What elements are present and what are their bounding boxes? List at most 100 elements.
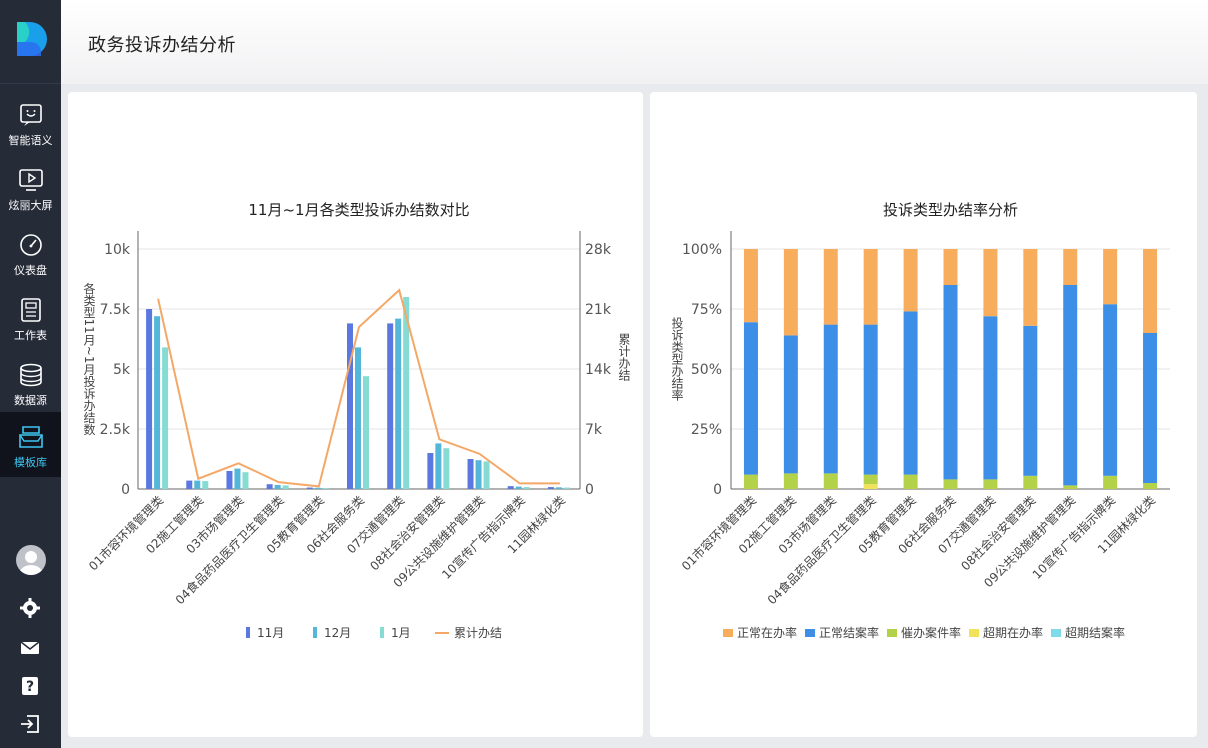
bar-segment-催办案件率 <box>783 473 798 489</box>
sidebar-item-label: 炫丽大屏 <box>8 199 53 212</box>
smile-chat-icon <box>20 104 42 126</box>
bar-12月 <box>435 443 442 489</box>
legend-label: 1月 <box>391 626 411 640</box>
bar-segment-正常结案率 <box>743 322 758 475</box>
legend-swatch <box>723 629 733 637</box>
bar-11月 <box>507 486 514 489</box>
help-icon[interactable]: ? <box>19 675 41 697</box>
bar-segment-催办案件率 <box>903 474 918 489</box>
bar-segment-正常在办率 <box>1103 249 1118 305</box>
bar-12月 <box>395 318 402 489</box>
bar-1月 <box>563 487 570 489</box>
sidebar-item-label: 工作表 <box>14 329 47 342</box>
bar-1月 <box>242 472 249 489</box>
legend-swatch <box>1051 629 1061 637</box>
bar-1月 <box>443 448 450 489</box>
y2-tick-label: 7k <box>585 422 603 438</box>
sidebar-item-label: 数据源 <box>14 394 47 407</box>
bar-11月 <box>347 323 353 489</box>
bar-segment-正常结案率 <box>943 285 958 480</box>
bar-12月 <box>515 486 522 489</box>
logout-icon[interactable] <box>19 713 41 735</box>
page-header: 政务投诉办结分析 <box>61 0 1208 84</box>
bar-segment-正常结案率 <box>823 324 838 474</box>
worksheet-icon <box>21 298 41 322</box>
bar-segment-正常结案率 <box>1143 333 1158 483</box>
bar-segment-催办案件率 <box>1103 475 1118 489</box>
bar-1月 <box>483 461 490 489</box>
y-tick-label: 2.5k <box>100 422 131 438</box>
template-box-icon <box>19 426 43 448</box>
bar-segment-正常结案率 <box>863 324 878 475</box>
y2-tick-label: 0 <box>585 482 594 498</box>
bar-segment-超期在办率 <box>863 484 878 489</box>
y-tick-label: 75% <box>691 302 722 318</box>
bar-11月 <box>467 459 474 489</box>
bar-segment-正常在办率 <box>1023 249 1038 326</box>
bar-1月 <box>523 487 530 489</box>
bar-11月 <box>226 471 233 489</box>
sidebar: 智能语义 炫丽大屏 仪表盘 工作表 <box>0 0 61 748</box>
bar-segment-正常结案率 <box>983 316 998 480</box>
bar-segment-催办案件率 <box>943 479 958 489</box>
app-logo[interactable] <box>0 0 61 84</box>
y-axis-title: 各类型11月~1月投诉办结数 <box>82 281 96 436</box>
page-title: 政务投诉办结分析 <box>88 35 236 56</box>
x-tick-label: 08社会治安管理类 <box>367 493 448 574</box>
bar-segment-正常结案率 <box>903 311 918 475</box>
bar-segment-正常在办率 <box>743 249 758 323</box>
svg-text:?: ? <box>26 679 34 695</box>
bar-11月 <box>266 484 273 489</box>
bar-segment-正常在办率 <box>783 249 798 336</box>
bar-segment-催办案件率 <box>1063 485 1078 489</box>
complaint-count-chart-card: 11月~1月各类型投诉办结数对比 0 0 2.5k 7k 5k 14k 7.5k 21k 10k 2… <box>68 92 643 737</box>
mail-icon[interactable] <box>19 637 41 659</box>
x-tick-label: 08社会治安管理类 <box>958 493 1039 574</box>
bar-12月 <box>194 480 201 489</box>
y2-axis-title: 累计办结 <box>617 333 631 381</box>
chart-title: 11月~1月各类型投诉办结数对比 <box>248 201 469 219</box>
legend-swatch <box>805 629 815 637</box>
y2-tick-label: 14k <box>585 362 612 378</box>
bar-segment-催办案件率 <box>823 473 838 489</box>
bar-segment-正常结案率 <box>783 335 798 474</box>
sidebar-item-semantic[interactable]: 智能语义 <box>0 90 61 155</box>
completion-rate-chart: 投诉类型办结率分析 0 25% 50% 75% 100% 投诉类型办结率 01市容环境管理类 0… <box>670 201 1170 640</box>
y-tick-label: 10k <box>104 242 131 258</box>
sidebar-item-screen[interactable]: 炫丽大屏 <box>0 155 61 220</box>
sidebar-item-label: 智能语义 <box>8 134 53 147</box>
y-tick-label: 0 <box>121 482 130 498</box>
complaint-count-chart: 11月~1月各类型投诉办结数对比 0 0 2.5k 7k 5k 14k 7.5k 21k 10k 2… <box>82 201 631 640</box>
avatar[interactable] <box>16 545 46 575</box>
legend-label: 累计办结 <box>454 625 502 640</box>
legend-label: 超期结案率 <box>1065 625 1125 640</box>
bar-11月 <box>146 309 153 489</box>
legend-swatch <box>887 629 897 637</box>
sidebar-item-dashboard[interactable]: 仪表盘 <box>0 220 61 285</box>
bar-12月 <box>314 487 321 489</box>
bar-1月 <box>282 485 289 489</box>
legend-label: 超期在办率 <box>983 625 1043 640</box>
database-icon <box>20 363 42 387</box>
sidebar-item-label: 仪表盘 <box>14 264 47 277</box>
legend-label: 正常在办率 <box>737 625 797 640</box>
bar-12月 <box>355 347 361 489</box>
sidebar-item-datasource[interactable]: 数据源 <box>0 350 61 415</box>
bar-segment-催办案件率 <box>983 479 998 489</box>
bar-11月 <box>547 487 554 489</box>
legend-label: 12月 <box>324 626 351 640</box>
sidebar-item-templates[interactable]: 模板库 <box>0 412 61 477</box>
chart-title: 投诉类型办结率分析 <box>883 201 1018 219</box>
bar-11月 <box>387 323 394 489</box>
y-tick-label: 25% <box>691 422 722 438</box>
bar-1月 <box>322 488 329 489</box>
bar-segment-正常在办率 <box>1063 249 1078 285</box>
gear-icon[interactable] <box>19 597 41 619</box>
bar-segment-催办案件率 <box>743 474 758 489</box>
sidebar-item-worksheet[interactable]: 工作表 <box>0 285 61 350</box>
bar-11月 <box>306 487 313 489</box>
x-tick-label: 01市容环境管理类 <box>678 493 759 574</box>
bar-segment-正常结案率 <box>1063 285 1078 486</box>
bar-12月 <box>555 487 562 489</box>
